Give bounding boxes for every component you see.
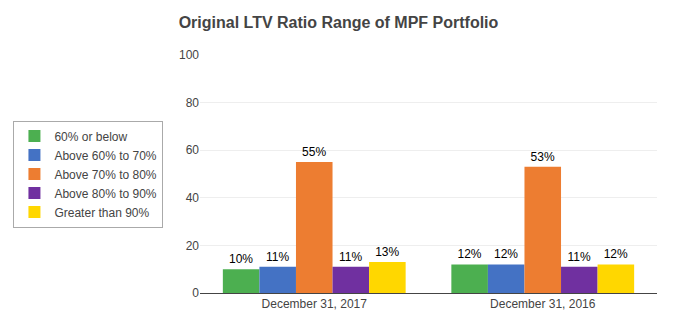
svg-text:55%: 55% <box>302 145 326 159</box>
svg-text:December 31, 2016: December 31, 2016 <box>490 297 596 311</box>
svg-text:0: 0 <box>192 286 199 300</box>
svg-text:53%: 53% <box>531 150 555 164</box>
svg-text:Above 70% to 80%: Above 70% to 80% <box>54 168 156 182</box>
svg-text:10%: 10% <box>229 252 253 266</box>
svg-text:13%: 13% <box>375 245 399 259</box>
svg-text:11%: 11% <box>266 250 289 264</box>
svg-text:60: 60 <box>186 143 200 157</box>
svg-text:Greater than 90%: Greater than 90% <box>54 206 149 220</box>
svg-text:11%: 11% <box>339 250 362 264</box>
svg-text:100: 100 <box>179 48 199 62</box>
svg-text:11%: 11% <box>568 250 591 264</box>
svg-text:Original LTV Ratio Range of MP: Original LTV Ratio Range of MPF Portfoli… <box>179 14 499 31</box>
svg-text:80: 80 <box>186 96 200 110</box>
svg-text:12%: 12% <box>604 247 628 261</box>
svg-text:Above 60% to 70%: Above 60% to 70% <box>54 149 156 163</box>
svg-text:Above 80% to 90%: Above 80% to 90% <box>54 187 156 201</box>
svg-text:60% or below: 60% or below <box>54 130 127 144</box>
svg-text:12%: 12% <box>457 247 481 261</box>
svg-text:40: 40 <box>186 191 200 205</box>
svg-text:12%: 12% <box>494 247 518 261</box>
svg-text:20: 20 <box>186 239 200 253</box>
svg-text:December 31, 2017: December 31, 2017 <box>262 297 368 311</box>
